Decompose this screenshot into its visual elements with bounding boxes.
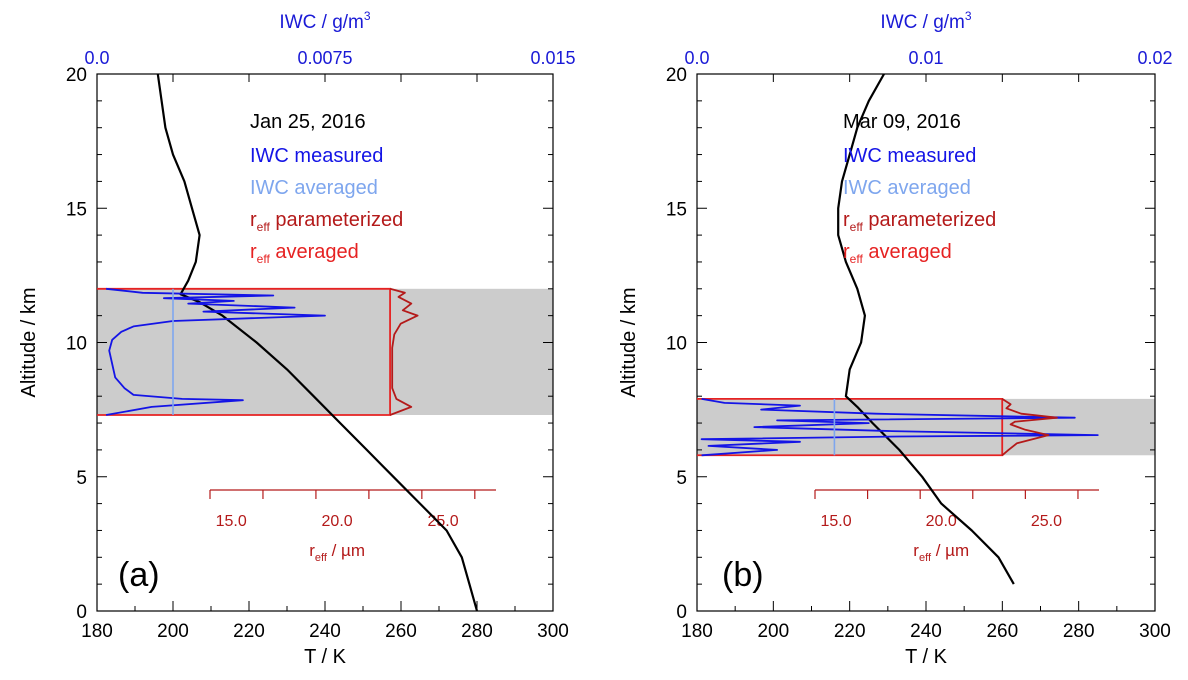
x-tick-label: 240 bbox=[309, 621, 341, 642]
reff-tick-label: 25.0 bbox=[1031, 513, 1062, 530]
legend-reff-parameterized: reff parameterized bbox=[250, 209, 403, 234]
legend-reff-averaged: reff averaged bbox=[250, 241, 359, 266]
reff-axis-title-part: r bbox=[309, 541, 315, 560]
y-tick-label: 15 bbox=[666, 199, 687, 220]
x-tick-label: 220 bbox=[233, 621, 265, 642]
legend-iwc-measured-part: IWC measured bbox=[250, 145, 383, 167]
legend-reff-averaged-part: eff bbox=[257, 252, 271, 266]
top-tick-label: 0.0 bbox=[84, 48, 109, 68]
top-tick-label: 0.015 bbox=[530, 48, 575, 68]
legend-iwc-averaged-part: IWC averaged bbox=[250, 177, 378, 199]
iwc-measured-line bbox=[700, 398, 1099, 457]
legend-iwc-measured: IWC measured bbox=[843, 145, 976, 167]
top-axis-title-part: 3 bbox=[965, 9, 972, 23]
legend-iwc-averaged: IWC averaged bbox=[843, 177, 971, 199]
y-tick-label: 20 bbox=[666, 65, 687, 86]
y-tick-label: 15 bbox=[66, 199, 87, 220]
y-tick-label: 20 bbox=[66, 65, 87, 86]
reff-axis-title-part: r bbox=[913, 541, 919, 560]
legend-iwc-measured: IWC measured bbox=[250, 145, 383, 167]
legend-reff-averaged-part: averaged bbox=[270, 241, 359, 263]
reff-tick-label: 20.0 bbox=[926, 513, 957, 530]
panel-b: 180 200 220 240 260 280 300 T / K 0 5 10 15 20 Altitu… bbox=[618, 9, 1173, 668]
reff-averaged-box bbox=[97, 287, 391, 416]
x-tick-label: 180 bbox=[681, 621, 713, 642]
legend-reff-parameterized-part: r bbox=[250, 209, 257, 231]
x-tick-label: 180 bbox=[81, 621, 113, 642]
y-tick-label: 10 bbox=[66, 334, 87, 355]
reff-tick-label: 15.0 bbox=[216, 513, 247, 530]
x-tick-label: 300 bbox=[1139, 621, 1171, 642]
top-axis-title-part: 3 bbox=[364, 9, 371, 23]
reff-tick-label: 15.0 bbox=[820, 513, 851, 530]
legend-reff-parameterized-part: parameterized bbox=[270, 209, 403, 231]
y-tick-label: 5 bbox=[676, 468, 687, 489]
date-label: Jan 25, 2016 bbox=[250, 111, 366, 133]
temperature-profile bbox=[156, 73, 479, 612]
legend-reff-averaged: reff averaged bbox=[843, 241, 952, 266]
reff-axis-title: reff / µm bbox=[309, 541, 365, 564]
legend-reff-averaged-part: r bbox=[843, 241, 850, 263]
panel-label: (a) bbox=[118, 556, 160, 594]
reff-axis-title-part: / µm bbox=[931, 541, 969, 560]
top-axis-title-part: IWC / g/m bbox=[880, 12, 964, 33]
x-tick-label: 200 bbox=[757, 621, 789, 642]
legend-iwc-measured-part: IWC measured bbox=[843, 145, 976, 167]
reff-axis-title-part: / µm bbox=[327, 541, 365, 560]
reff-parameterized-line bbox=[389, 287, 419, 416]
legend-reff-averaged-part: r bbox=[250, 241, 257, 263]
x-tick-label: 200 bbox=[157, 621, 189, 642]
legend-iwc-averaged: IWC averaged bbox=[250, 177, 378, 199]
legend-reff-parameterized: reff parameterized bbox=[843, 209, 996, 234]
y-axis-title: Altitude / km bbox=[618, 287, 640, 397]
y-tick-label: 5 bbox=[76, 468, 87, 489]
reff-axis-title: reff / µm bbox=[913, 541, 969, 564]
temperature-profile bbox=[837, 73, 1015, 585]
reff-parameterized-line bbox=[1001, 398, 1058, 456]
panel-a: 180 200 220 240 260 280 300 T / K 0 5 10 15 20 Altitu… bbox=[18, 9, 576, 668]
y-tick-label: 0 bbox=[676, 602, 687, 623]
x-tick-label: 300 bbox=[537, 621, 569, 642]
top-tick-label: 0.0 bbox=[684, 48, 709, 68]
reff-axis-title-part: eff bbox=[315, 552, 328, 564]
legend-reff-averaged-part: eff bbox=[850, 252, 864, 266]
y-tick-label: 0 bbox=[76, 602, 87, 623]
x-axis-title: T / K bbox=[905, 646, 948, 668]
top-tick-label: 0.01 bbox=[908, 48, 943, 68]
legend-reff-parameterized-part: eff bbox=[257, 220, 271, 234]
y-tick-label: 10 bbox=[666, 334, 687, 355]
legend-reff-parameterized-part: eff bbox=[850, 220, 864, 234]
y-axis-title: Altitude / km bbox=[18, 287, 40, 397]
x-tick-label: 260 bbox=[986, 621, 1018, 642]
x-tick-label: 280 bbox=[461, 621, 493, 642]
panel-label: (b) bbox=[722, 556, 764, 594]
reff-tick-label: 20.0 bbox=[322, 513, 353, 530]
legend-reff-parameterized-part: r bbox=[843, 209, 850, 231]
x-tick-label: 220 bbox=[834, 621, 866, 642]
x-tick-label: 280 bbox=[1063, 621, 1095, 642]
top-tick-label: 0.0075 bbox=[297, 48, 352, 68]
top-axis-title: IWC / g/m3 bbox=[279, 9, 370, 33]
top-tick-label: 0.02 bbox=[1137, 48, 1172, 68]
legend-iwc-averaged-part: IWC averaged bbox=[843, 177, 971, 199]
x-tick-label: 240 bbox=[910, 621, 942, 642]
top-axis-title: IWC / g/m3 bbox=[880, 9, 971, 33]
date-label: Mar 09, 2016 bbox=[843, 111, 961, 133]
top-axis-title-part: IWC / g/m bbox=[279, 12, 363, 33]
x-axis-title: T / K bbox=[304, 646, 347, 668]
reff-tick-label: 25.0 bbox=[427, 513, 458, 530]
reff-axis-title-part: eff bbox=[919, 552, 932, 564]
cloud-layer-band bbox=[97, 288, 553, 415]
legend-reff-averaged-part: averaged bbox=[863, 241, 952, 263]
iwc-measured-line bbox=[105, 287, 326, 416]
legend-reff-parameterized-part: parameterized bbox=[863, 209, 996, 231]
x-tick-label: 260 bbox=[385, 621, 417, 642]
